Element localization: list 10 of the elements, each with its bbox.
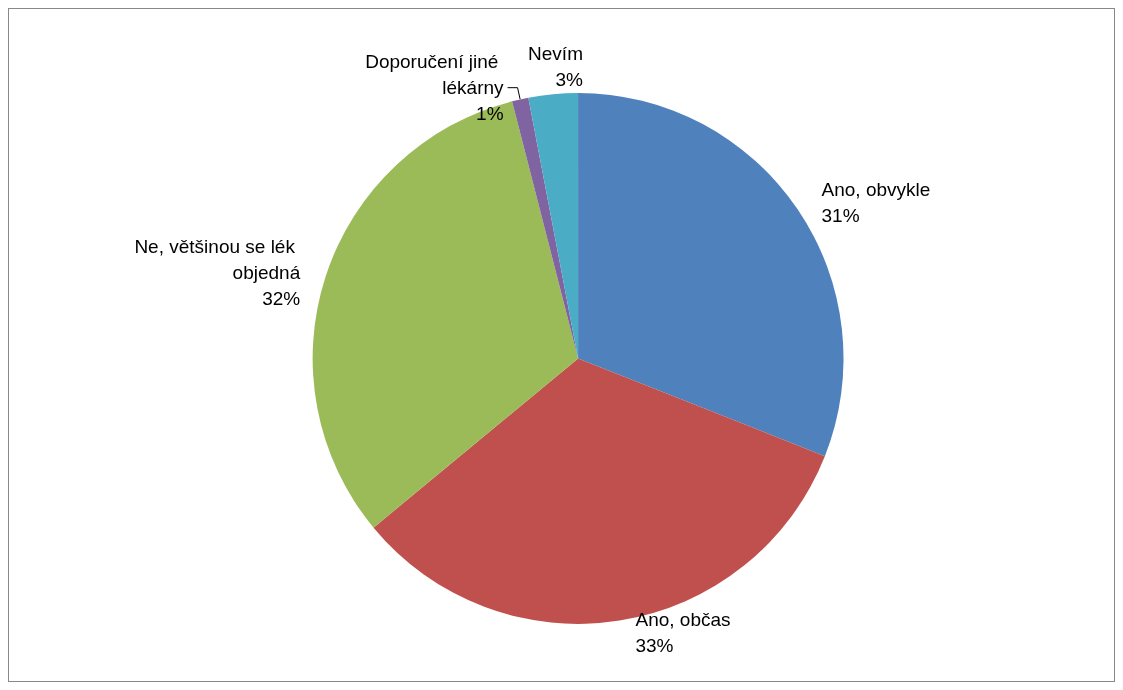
slice-label: Ne, většinou se lék objedná xyxy=(134,236,301,284)
data-label: 33% xyxy=(635,634,674,656)
data-label: 3% xyxy=(555,68,584,90)
slice-label: Ano, obvykle xyxy=(821,179,931,200)
data-label: 31% xyxy=(821,205,860,226)
data-label: 32% xyxy=(262,288,301,310)
slice-label: Ano, občas xyxy=(635,608,731,630)
data-label: 1% xyxy=(476,103,504,125)
slice-label: Doporučení jiné lékárny xyxy=(365,51,505,99)
slice-label: Nevím xyxy=(528,42,583,64)
